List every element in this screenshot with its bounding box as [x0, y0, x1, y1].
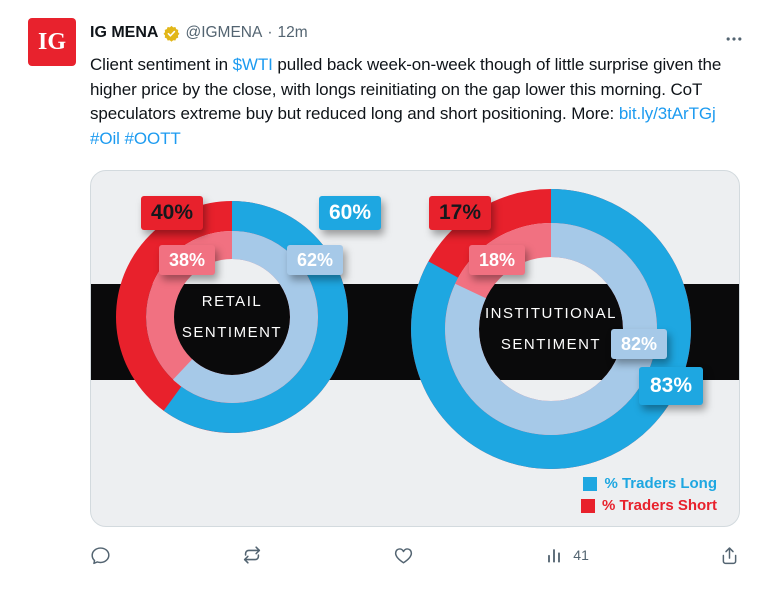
analytics-icon	[548, 549, 561, 563]
retail-title-line1: RETAIL	[201, 293, 263, 310]
author-name[interactable]: IG MENA	[90, 24, 159, 41]
text-segment: pulled back week-on-week though of littl…	[90, 55, 722, 123]
institutional-inner-short-label: 18%	[469, 245, 525, 275]
retweet-icon	[243, 546, 261, 564]
short-color-swatch	[580, 498, 595, 513]
separator-dot: ·	[267, 24, 273, 41]
long-color-swatch	[583, 476, 598, 491]
institutional-title-line1: INSTITUTIONAL	[484, 305, 617, 322]
retail-outer-long-label: 60%	[319, 196, 381, 230]
legend-short: % Traders Short	[580, 497, 717, 514]
institutional-outer-short-label: 17%	[429, 196, 491, 230]
retail-inner-short-label: 38%	[159, 245, 215, 275]
tweet-text: Client sentiment in $WTI pulled back wee…	[90, 53, 740, 151]
institutional-title-line2: SENTIMENT	[500, 336, 602, 353]
institutional-outer-long-ring	[411, 189, 691, 469]
text-segment: Client sentiment in	[90, 55, 233, 74]
retail-outer-short-label: 40%	[141, 196, 203, 230]
institutional-outer-long-label: 83%	[639, 367, 703, 405]
retail-title-line2: SENTIMENT	[181, 324, 283, 341]
cashtag-wti-link[interactable]: $WTI	[232, 55, 273, 74]
verified-badge-icon	[164, 25, 180, 42]
legend-short-label: % Traders Short	[601, 497, 717, 514]
institutional-donut-chart	[411, 189, 691, 469]
post-header: IG MENA @IGMENA · 12m	[90, 24, 308, 42]
bitly-link[interactable]: bit.ly/3tArTGj	[618, 104, 716, 123]
share-button[interactable]	[719, 545, 740, 566]
more-icon	[726, 37, 742, 41]
legend-long-label: % Traders Long	[604, 475, 717, 492]
retail-inner-long-ring	[146, 231, 318, 403]
action-bar: 41	[90, 540, 740, 570]
retweet-button[interactable]	[241, 544, 263, 566]
hashtag-oott-link[interactable]: #OOTT	[124, 128, 181, 148]
like-button[interactable]	[393, 545, 414, 566]
retail-outer-long-ring	[116, 201, 348, 433]
hashtag-oil-link[interactable]: #Oil	[90, 128, 120, 148]
chart-legend: % Traders Long % Traders Short	[580, 475, 717, 514]
reply-button[interactable]	[90, 545, 111, 566]
legend-long: % Traders Long	[581, 475, 717, 492]
institutional-inner-long-label: 82%	[611, 329, 667, 359]
heart-icon	[395, 547, 413, 564]
tweet-image[interactable]: RETAIL SENTIMENT INSTITUTIONAL SENTIMENT…	[90, 170, 740, 527]
retail-donut-chart	[116, 201, 348, 433]
views-button[interactable]: 41	[544, 545, 589, 565]
views-count: 41	[573, 547, 589, 563]
avatar[interactable]: IG	[28, 18, 76, 66]
retail-inner-long-label: 62%	[287, 245, 343, 275]
more-button[interactable]	[721, 26, 747, 52]
reply-icon	[91, 546, 110, 564]
institutional-sentiment-title: INSTITUTIONAL SENTIMENT	[466, 298, 636, 360]
retail-sentiment-title: RETAIL SENTIMENT	[157, 286, 307, 348]
author-handle[interactable]: @IGMENA	[185, 24, 263, 41]
timestamp[interactable]: 12m	[277, 24, 308, 41]
share-icon	[722, 546, 737, 564]
